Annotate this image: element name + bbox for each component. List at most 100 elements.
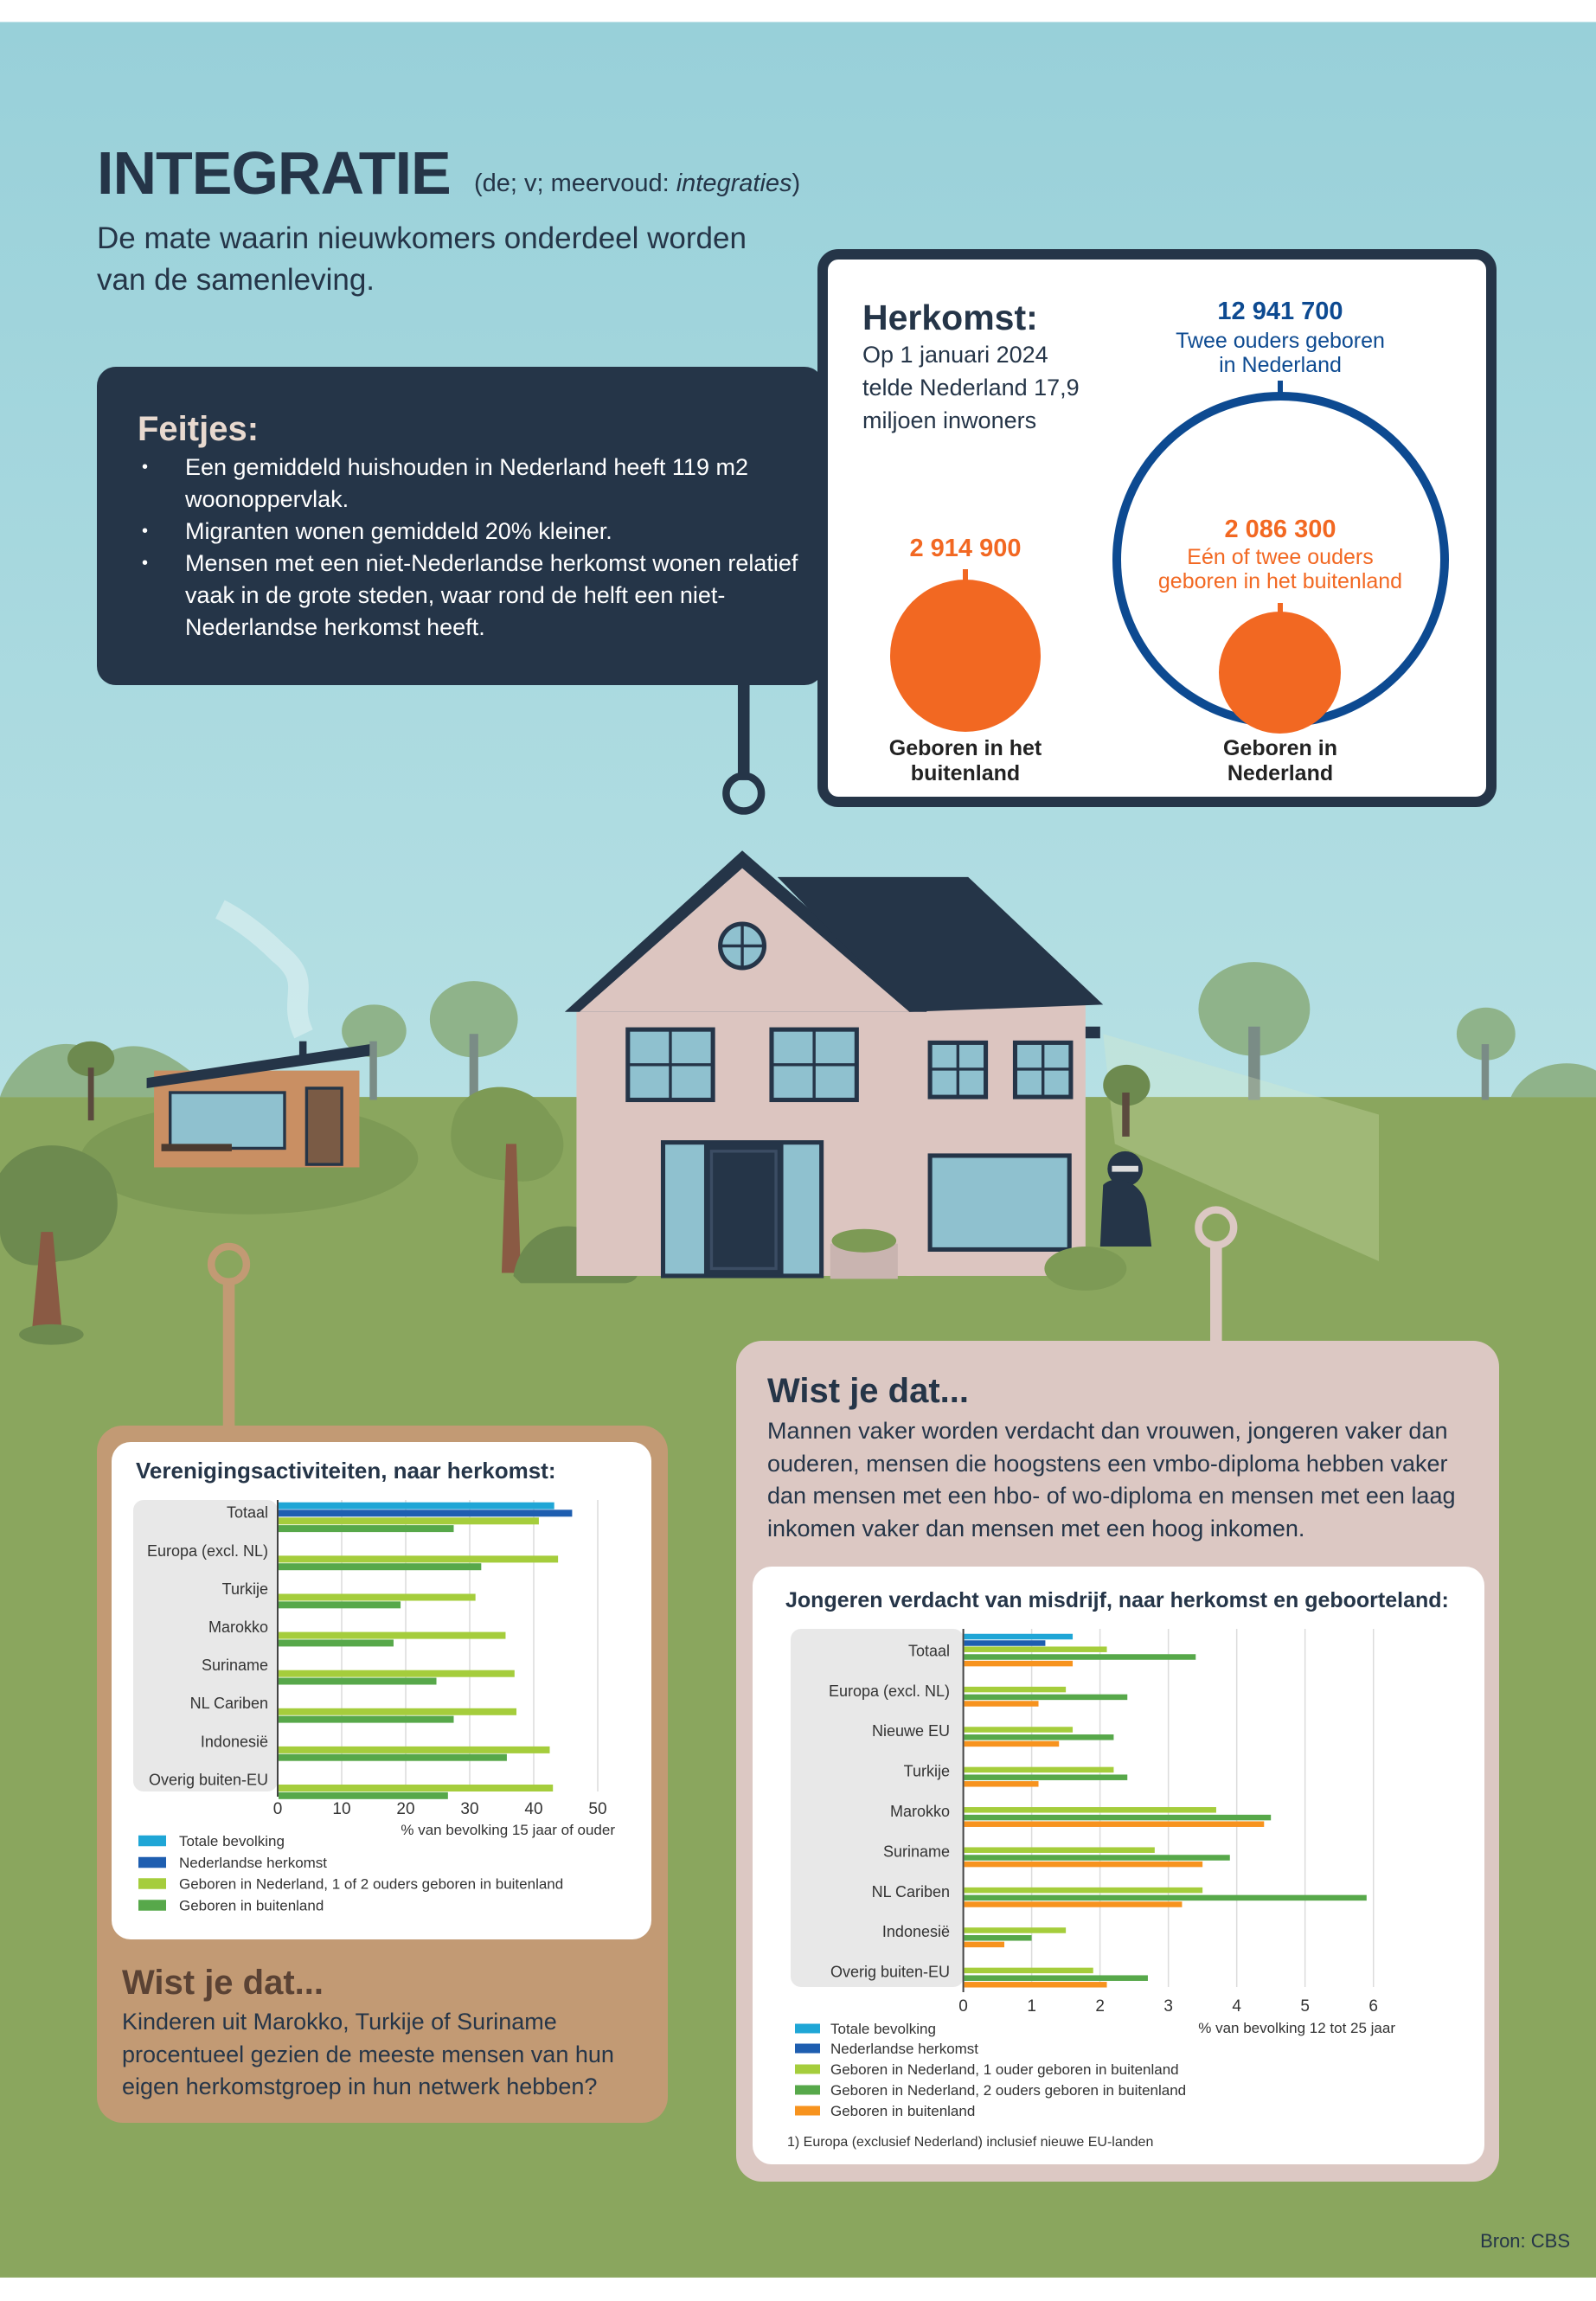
bar-nieuwe-eu-series-2 xyxy=(964,1727,1074,1733)
legend-label: Nederlandse herkomst xyxy=(830,2041,978,2057)
category-label: Suriname xyxy=(202,1657,268,1674)
x-axis-label: % van bevolking 12 tot 25 jaar xyxy=(1198,2020,1395,2036)
born-abroad-label: Geboren in het xyxy=(888,736,1042,760)
bar-totaal-series-0 xyxy=(279,1502,554,1509)
x-axis-label: % van bevolking 15 jaar of ouder xyxy=(401,1822,615,1838)
category-label: Indonesië xyxy=(882,1923,950,1940)
origin-heading: Herkomst: xyxy=(862,298,1038,337)
bar-indonesi--series-2 xyxy=(964,1927,1067,1933)
x-tick-label: 20 xyxy=(396,1800,414,1818)
legend-label: Geboren in Nederland, 2 ouders geboren i… xyxy=(830,2082,1186,2099)
fact-item: Een gemiddeld huishouden in Nederland he… xyxy=(142,452,799,516)
bar-nl-cariben-series-4 xyxy=(964,1901,1183,1907)
bar-indonesi--series-4 xyxy=(964,1941,1005,1948)
one-or-two-abroad-value: 2 086 300 xyxy=(1224,516,1336,543)
origin-text-line: telde Nederland 17,9 xyxy=(862,375,1080,401)
bar-nl-cariben-series-3 xyxy=(279,1715,454,1723)
connectors xyxy=(207,684,1238,1427)
legend-swatch xyxy=(795,2023,820,2034)
category-label-background xyxy=(791,1629,964,1987)
chart-title: Jongeren verdacht van misdrijf, naar her… xyxy=(785,1588,1449,1612)
marker-line xyxy=(1278,603,1283,617)
bar-suriname-series-2 xyxy=(964,1847,1155,1853)
legend-swatch xyxy=(795,2106,820,2116)
bar-marokko-series-2 xyxy=(964,1807,1216,1813)
bar-totaal-series-1 xyxy=(964,1640,1046,1646)
two-parents-nl-label: Twee ouders geboren xyxy=(1176,329,1385,353)
x-tick-label: 40 xyxy=(524,1800,542,1818)
one-or-two-abroad-label: Eén of twee ouders xyxy=(1187,545,1374,569)
bar-overig-buiten-eu-series-2 xyxy=(964,1967,1093,1974)
bar-marokko-series-3 xyxy=(279,1639,394,1647)
bar-indonesi--series-2 xyxy=(279,1746,550,1753)
legend-label: Totale bevolking xyxy=(830,2021,936,2037)
born-abroad-value: 2 914 900 xyxy=(909,535,1022,562)
bar-marokko-series-2 xyxy=(279,1631,506,1639)
bar-totaal-series-3 xyxy=(279,1525,454,1533)
bar-marokko-series-3 xyxy=(964,1814,1272,1821)
marker-line xyxy=(1278,381,1283,396)
bar-nl-cariben-series-2 xyxy=(964,1887,1203,1894)
facts-list: Een gemiddeld huishouden in Nederland he… xyxy=(142,452,799,644)
legend-swatch xyxy=(795,2085,820,2095)
bar-indonesi--series-3 xyxy=(964,1935,1032,1941)
facts-panel: Feitjes: Een gemiddeld huishouden in Ned… xyxy=(97,367,824,685)
fact-item: Migranten wonen gemiddeld 20% kleiner. xyxy=(142,516,799,548)
marker-line xyxy=(963,569,968,585)
bar-marokko-series-4 xyxy=(964,1821,1265,1827)
legend-swatch xyxy=(795,2064,820,2074)
bar-overig-buiten-eu-series-4 xyxy=(964,1982,1107,1988)
legend-swatch xyxy=(138,1878,166,1889)
x-tick-label: 3 xyxy=(1163,1997,1173,2016)
born-nl-label: Nederland xyxy=(1227,761,1334,785)
category-label: NL Cariben xyxy=(872,1883,950,1900)
page-title: INTEGRATIE xyxy=(97,139,452,207)
facts-heading: Feitjes: xyxy=(138,410,260,448)
legend-label: Totale bevolking xyxy=(179,1833,285,1849)
small-house xyxy=(146,900,370,1168)
category-label: Totaal xyxy=(908,1642,950,1659)
category-label: Turkije xyxy=(904,1763,950,1780)
bar-nl-cariben-series-2 xyxy=(279,1708,517,1715)
background-trees xyxy=(0,962,1596,1100)
category-label-background xyxy=(133,1500,278,1791)
source-credit: Bron: CBS xyxy=(1480,2230,1570,2252)
bar-overig-buiten-eu-series-3 xyxy=(279,1791,448,1799)
chart-footnote: 1) Europa (exclusief Nederland) inclusie… xyxy=(787,2135,1153,2150)
born-abroad-circle xyxy=(890,580,1041,732)
x-tick-label: 6 xyxy=(1368,1997,1378,2016)
bar-totaal-series-2 xyxy=(279,1517,539,1525)
bar-europa-excl-nl--series-3 xyxy=(964,1694,1128,1701)
plural-form: integraties xyxy=(676,170,792,197)
category-label: Totaal xyxy=(227,1504,268,1522)
fact-item: Mensen met een niet-Nederlandse herkomst… xyxy=(142,548,799,644)
legend-swatch xyxy=(138,1856,166,1868)
bar-totaal-series-1 xyxy=(279,1509,573,1517)
title-grammar-note: (de; v; meervoud: integraties) xyxy=(474,170,800,198)
category-label: Turkije xyxy=(222,1580,268,1598)
legend-swatch xyxy=(138,1900,166,1911)
x-tick-label: 10 xyxy=(332,1800,350,1818)
legend-label: Geboren in Nederland, 1 ouder geboren in… xyxy=(830,2061,1179,2078)
bar-indonesi--series-3 xyxy=(279,1753,507,1761)
bar-suriname-series-4 xyxy=(964,1861,1203,1868)
bar-turkije-series-4 xyxy=(964,1781,1039,1787)
did-you-know-text: Kinderen uit Marokko, Turkije of Surinam… xyxy=(122,2009,614,2099)
two-parents-nl-value: 12 941 700 xyxy=(1217,298,1343,325)
youth-suspects-chart: Jongeren verdacht van misdrijf, naar her… xyxy=(785,1588,1449,2150)
bar-totaal-series-0 xyxy=(964,1633,1074,1640)
category-label: Europa (excl. NL) xyxy=(147,1542,268,1560)
bar-europa-excl-nl--series-4 xyxy=(964,1701,1039,1707)
burglar-figure xyxy=(1044,1064,1152,1291)
one-or-two-abroad-label: geboren in het buitenland xyxy=(1157,569,1403,593)
category-label: Europa (excl. NL) xyxy=(829,1682,950,1700)
bar-totaal-series-2 xyxy=(964,1646,1107,1652)
bar-nieuwe-eu-series-4 xyxy=(964,1740,1060,1747)
origin-panel: Herkomst: Op 1 januari 2024 telde Nederl… xyxy=(817,249,1497,807)
x-tick-label: 5 xyxy=(1300,1997,1310,2016)
main-house xyxy=(564,850,1380,1279)
grammar-prefix: (de; v; meervoud: xyxy=(474,170,676,197)
bar-europa-excl-nl--series-2 xyxy=(964,1686,1067,1693)
one-or-two-abroad-circle xyxy=(1219,612,1341,734)
category-label: Overig buiten-EU xyxy=(830,1964,950,1981)
